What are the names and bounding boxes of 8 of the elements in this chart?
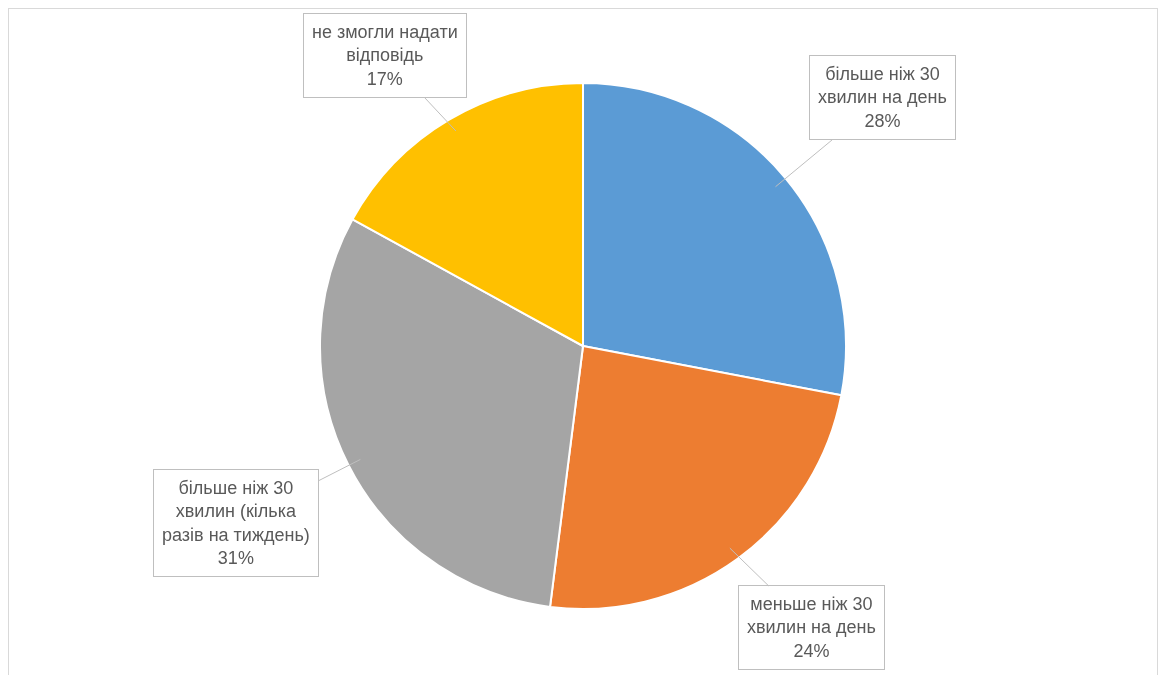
data-label: 24% xyxy=(793,640,830,661)
slice-label: більше ніж 30 хвилин (кілька разів на тиждень) xyxy=(162,478,310,545)
slice-label: меньше ніж 30 хвилин на день xyxy=(747,594,876,638)
data-label: 17% xyxy=(366,68,403,89)
data-label: 28% xyxy=(864,110,901,131)
slice-label: не змогли надати відповідь xyxy=(312,22,458,66)
data-label: 31% xyxy=(217,548,254,569)
slice-label: більше ніж 30 хвилин на день xyxy=(818,64,947,108)
